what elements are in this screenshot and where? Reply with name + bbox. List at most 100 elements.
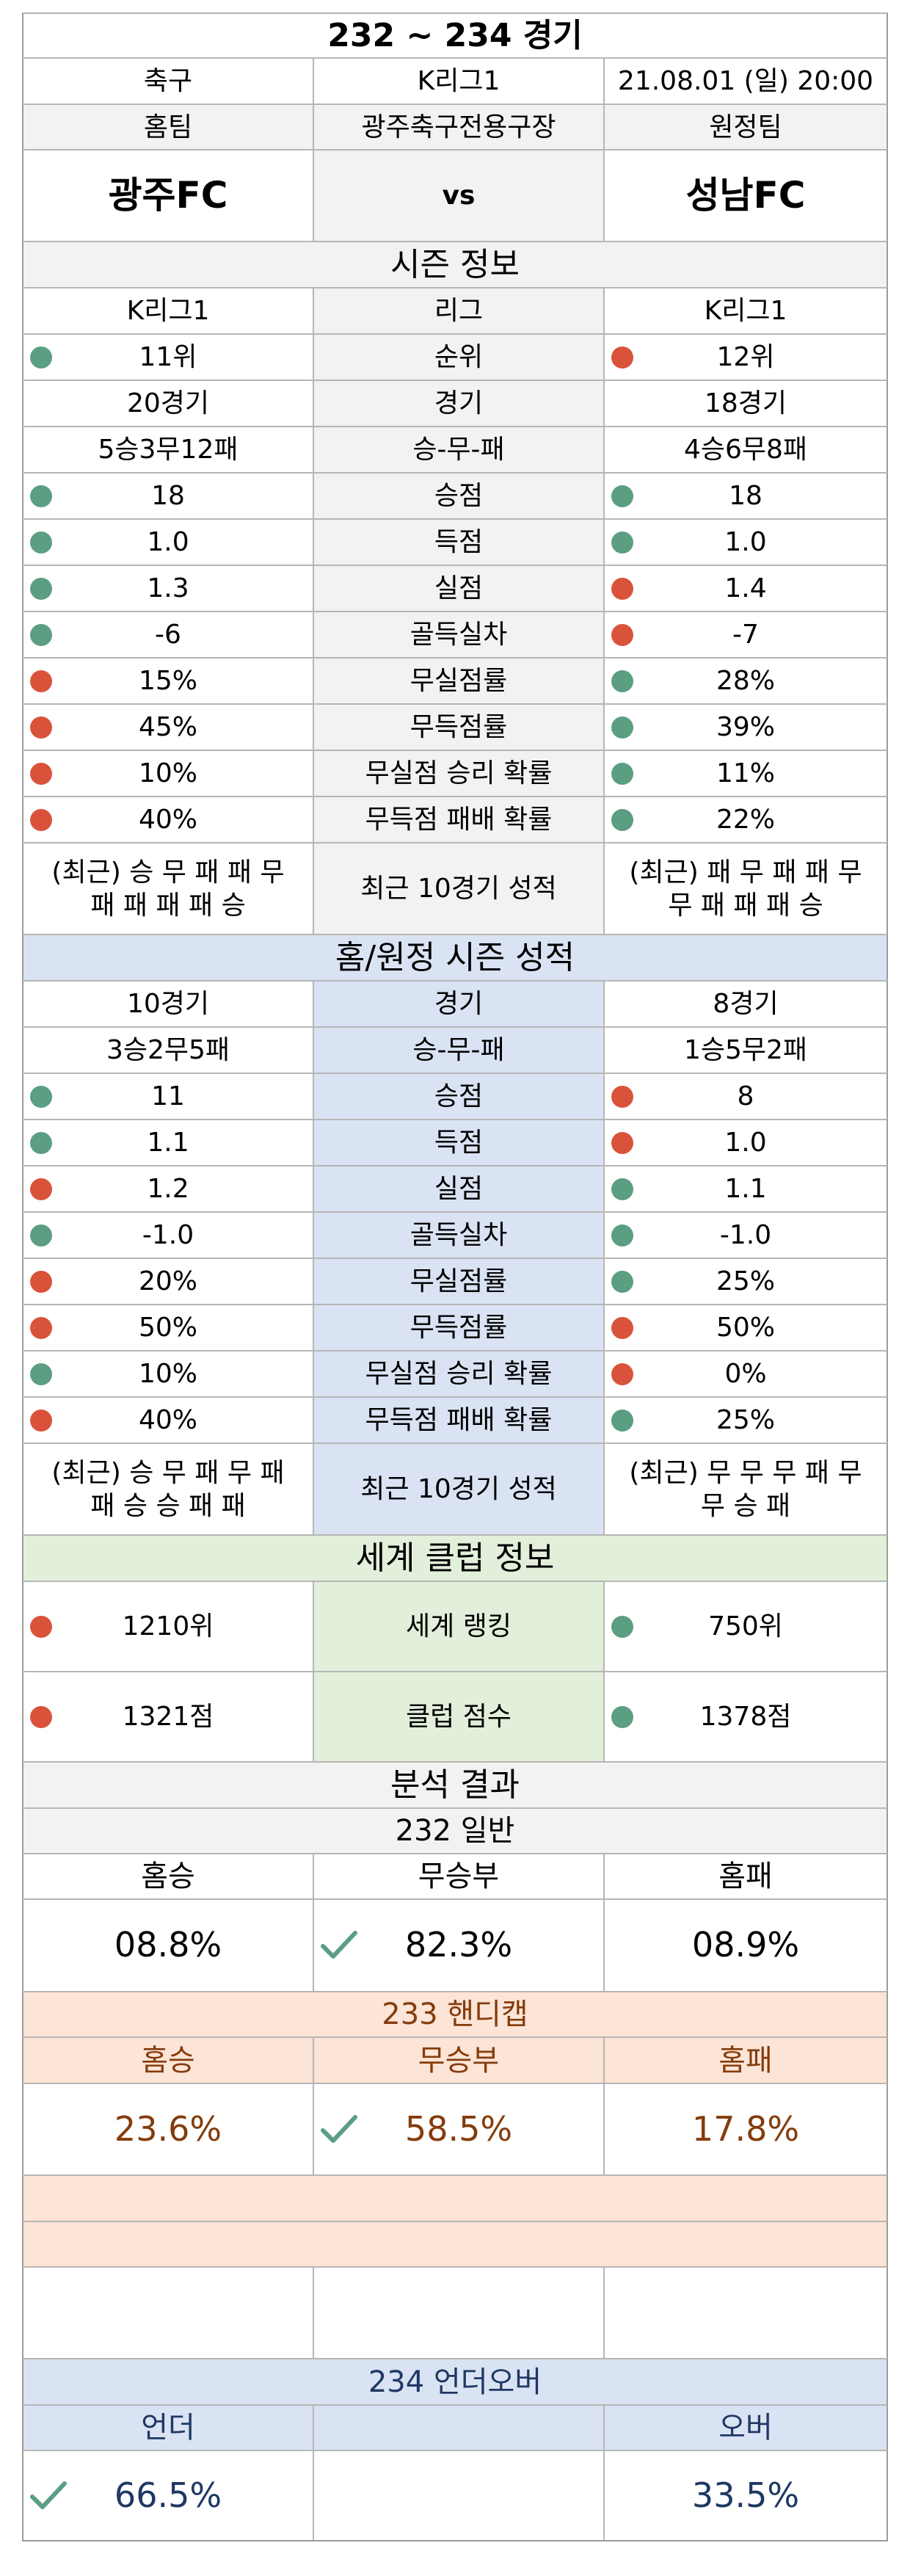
status-dot-icon: [611, 1178, 633, 1200]
over-prob: 33.5%: [605, 2451, 887, 2540]
away-stat-text: 18경기: [704, 388, 787, 418]
status-dot-icon: [611, 531, 633, 554]
stat-row: -6 골득실차 -7: [22, 611, 888, 657]
stat-row: 1321점 클럽 점수 1378점: [22, 1671, 888, 1761]
empty-cell: [314, 2406, 605, 2450]
away-stat-value: 750위: [605, 1582, 887, 1671]
status-dot-icon: [611, 762, 633, 785]
stat-label: 실점: [314, 566, 605, 611]
handicap-draw-label: 무승부: [314, 2038, 605, 2083]
status-dot-icon: [30, 577, 52, 600]
status-dot-icon: [611, 716, 633, 739]
away-team-name: 성남FC: [605, 150, 887, 241]
world-title: 세계 클럽 정보: [355, 1539, 555, 1577]
under-value: 66.5%: [114, 2475, 222, 2515]
home-stat-value: 50%: [23, 1305, 314, 1350]
teams-row: 광주FC vs 성남FC: [22, 149, 888, 241]
away-stat-text: 1.1: [724, 1174, 767, 1204]
away-stat-value: 4승6무8패: [605, 427, 887, 472]
away-recent-form: (최근) 무 무 무 패 무 무 승 패: [605, 1444, 887, 1534]
away-stat-value: 8경기: [605, 982, 887, 1026]
handicap-win-value: 23.6%: [114, 2108, 222, 2149]
stat-label: 득점: [314, 1120, 605, 1165]
stat-row: 18 승점 18: [22, 472, 888, 518]
home-stat-text: -1.0: [142, 1220, 194, 1250]
stat-row: 1.0 득점 1.0: [22, 518, 888, 565]
general-win-value: 08.8%: [114, 1925, 222, 1965]
under-label: 언더: [23, 2406, 314, 2450]
title-row: 232 ~ 234 경기: [22, 12, 888, 57]
underover-values-row: 66.5% 33.5%: [22, 2450, 888, 2541]
home-stat-text: 10경기: [126, 989, 210, 1019]
home-stat-value: -6: [23, 612, 314, 657]
venue: 광주축구전용구장: [314, 105, 605, 149]
stat-label: 무실점률: [314, 658, 605, 703]
stat-label: 무득점 패배 확률: [314, 1398, 605, 1443]
home-stat-value: 5승3무12패: [23, 427, 314, 472]
stat-label: 무득점 패배 확률: [314, 797, 605, 842]
away-stat-value: 1승5무2패: [605, 1028, 887, 1073]
away-stat-text: 25%: [716, 1266, 775, 1296]
away-recent-line2: 무 승 패: [700, 1490, 791, 1521]
status-dot-icon: [30, 485, 52, 507]
status-dot-icon: [30, 716, 52, 739]
venue-row: 홈팀 광주축구전용구장 원정팀: [22, 104, 888, 149]
home-stat-text: 10%: [138, 1359, 197, 1389]
status-dot-icon: [30, 1178, 52, 1200]
home-stat-text: 10%: [138, 758, 197, 788]
stat-label: 무실점 승리 확률: [314, 751, 605, 796]
home-stat-value: 45%: [23, 705, 314, 750]
status-dot-icon: [30, 1615, 52, 1638]
recent-label: 최근 10경기 성적: [314, 1444, 605, 1534]
empty-cell: [605, 2268, 887, 2358]
status-dot-icon: [611, 1615, 633, 1638]
status-dot-icon: [30, 1409, 52, 1432]
handicap-loss-prob: 17.8%: [605, 2084, 887, 2174]
away-stat-text: 8경기: [713, 989, 779, 1019]
match-title: 232 ~ 234 경기: [327, 17, 583, 54]
status-dot-icon: [611, 1363, 633, 1385]
away-stat-value: 25%: [605, 1398, 887, 1443]
homeaway-rows: 10경기 경기 8경기 3승2무5패 승-무-패 1승5무2패 11 승점 8 1.1 득점 1.0 1…: [22, 980, 888, 1443]
empty-cell: [314, 2451, 605, 2540]
status-dot-icon: [30, 531, 52, 554]
status-dot-icon: [611, 346, 633, 369]
status-dot-icon: [611, 1316, 633, 1339]
homeaway-recent-row: (최근) 승 무 패 무 패 패 승 승 패 패 최근 10경기 성적 (최근)…: [22, 1443, 888, 1534]
away-stat-value: 8: [605, 1074, 887, 1119]
stat-label: 경기: [314, 381, 605, 426]
status-dot-icon: [30, 1316, 52, 1339]
away-stat-value: 25%: [605, 1259, 887, 1304]
home-stat-text: 1.3: [147, 573, 189, 603]
home-stat-value: 1.2: [23, 1167, 314, 1211]
home-stat-value: 1321점: [23, 1672, 314, 1761]
home-team-name: 광주FC: [23, 150, 314, 241]
away-stat-text: 1.0: [724, 1128, 767, 1158]
status-dot-icon: [611, 670, 633, 692]
handicap-header: 233 핸디캡: [22, 1991, 888, 2036]
status-dot-icon: [611, 1705, 633, 1728]
stat-label: 골득실차: [314, 1213, 605, 1258]
home-stat-value: 3승2무5패: [23, 1028, 314, 1073]
check-icon: [321, 1931, 357, 1959]
vs-label: vs: [314, 150, 605, 241]
season-section-header: 시즌 정보: [22, 241, 888, 287]
home-stat-text: 1321점: [122, 1702, 214, 1732]
handicap-labels-row: 홈승 무승부 홈패: [22, 2036, 888, 2083]
away-recent-form: (최근) 패 무 패 패 무 무 패 패 패 승: [605, 843, 887, 934]
stat-row: 40% 무득점 패배 확률 22%: [22, 796, 888, 842]
stat-label: 승점: [314, 474, 605, 518]
season-rows: K리그1 리그 K리그1 11위 순위 12위 20경기 경기 18경기 5승3무12패 승-무-패…: [22, 287, 888, 842]
home-stat-text: 5승3무12패: [98, 435, 239, 465]
general-draw-prob: 82.3%: [314, 1900, 605, 1991]
general-win-prob: 08.8%: [23, 1900, 314, 1991]
home-stat-value: -1.0: [23, 1213, 314, 1258]
home-stat-text: 1.2: [147, 1174, 189, 1204]
general-values-row: 08.8% 82.3% 08.9%: [22, 1898, 888, 1991]
away-team-label: 원정팀: [709, 112, 782, 142]
stat-row: K리그1 리그 K리그1: [22, 287, 888, 333]
home-stat-text: 18: [151, 481, 185, 511]
stat-row: 3승2무5패 승-무-패 1승5무2패: [22, 1026, 888, 1073]
home-stat-text: 15%: [138, 666, 197, 696]
status-dot-icon: [611, 1409, 633, 1432]
